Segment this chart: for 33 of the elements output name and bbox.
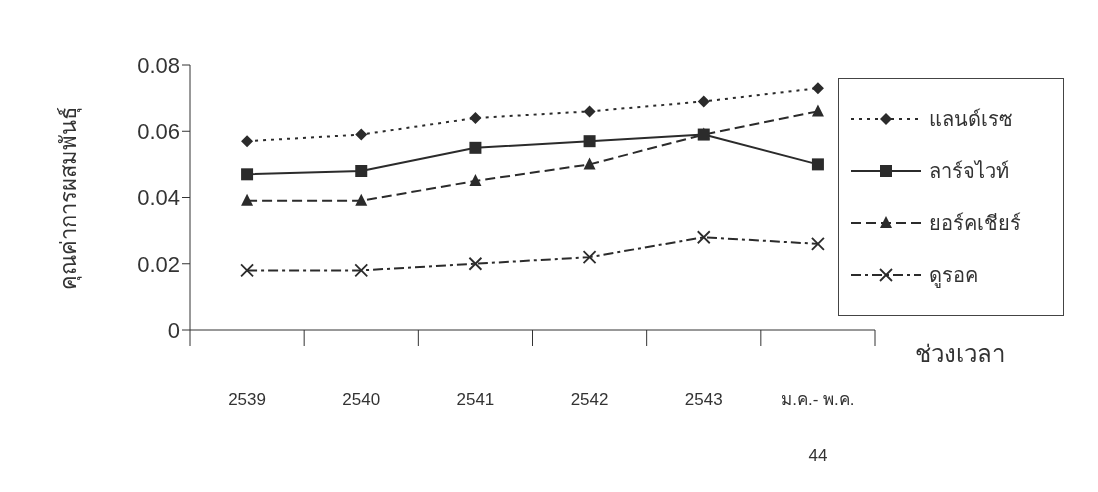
point <box>811 104 824 117</box>
y-axis-title: คุณค่าการผสมพันธุ์ <box>54 106 83 289</box>
legend-label: ลาร์จไวท์ <box>929 159 1009 184</box>
y-tick-label: 0 <box>167 317 180 343</box>
point <box>241 135 254 148</box>
point <box>469 112 482 124</box>
point <box>583 157 596 170</box>
x-tick-label: 2539 <box>228 390 266 409</box>
point <box>697 95 710 108</box>
legend-label: ยอร์คเชียร์ <box>929 211 1021 236</box>
point <box>355 193 368 206</box>
point <box>469 141 482 154</box>
point <box>811 158 824 171</box>
point <box>355 165 368 177</box>
legend-label: แลนด์เรซ <box>929 107 1013 132</box>
y-tick-label: 0.02 <box>137 251 180 277</box>
y-tick-label: 0.04 <box>137 185 180 211</box>
x-tick-label: 2542 <box>570 390 609 409</box>
point <box>241 168 254 181</box>
point <box>583 135 596 148</box>
category-label: ม.ค.- พ.ค. 44 <box>781 390 855 465</box>
x-tick-label: 2543 <box>684 390 723 409</box>
point <box>583 105 596 118</box>
y-tick-label: 0.08 <box>137 52 180 78</box>
point <box>241 193 254 206</box>
point <box>811 82 824 95</box>
x-axis-title: ช่วงเวลา <box>915 339 1005 369</box>
x-tick-label: 2541 <box>456 390 495 409</box>
x-tick-label: 2540 <box>342 390 381 409</box>
legend-label: ดูรอค <box>929 263 978 290</box>
y-tick-label: 0.06 <box>137 119 180 145</box>
point <box>469 173 482 186</box>
point <box>355 128 368 141</box>
